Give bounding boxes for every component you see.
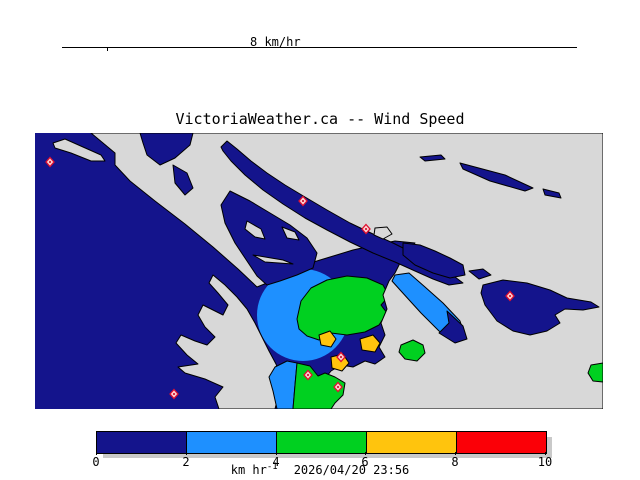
islet-1 [244,220,266,240]
islet-3 [252,254,294,265]
channel-dash-1 [419,154,446,162]
wind-patch-fresh-1 [318,330,337,348]
colorbar-tickmark [276,452,277,455]
colorbar-segment-6-8 [366,432,456,453]
channel-dash-2 [459,162,534,192]
vector-scale-tick [107,48,108,51]
land-main [90,133,603,409]
channel-dash-3 [542,188,562,199]
vector-scale-line [62,47,577,48]
colorbar-tickmark [545,452,546,455]
colorbar-tickmark [455,452,456,455]
colorbar-segment-8-10 [456,432,546,453]
colorbar-segment-0-2 [97,432,186,453]
islet-2 [281,226,300,241]
colorbar-tick-label: 0 [92,455,100,469]
colorbar-tick-label: 4 [272,455,280,469]
colorbar-unit: km hr [230,463,267,477]
channel-blob-1 [402,242,466,279]
colorbar-unit-exponent: -1 [266,462,278,472]
land-peninsula [175,274,282,409]
colorbar-tick-label: 10 [537,455,553,469]
station-marker-dot [365,228,367,230]
colorbar-tick-label: 6 [361,455,369,469]
colorbar-caption: km hr-1 2026/04/20 23:56 [0,462,640,477]
colorbar [96,431,547,454]
wind-patch-fresh-2 [359,334,381,353]
page-title: VictoriaWeather.ca -- Wind Speed [175,110,465,128]
wind-patch-bay-light [268,360,298,409]
channel-fringe [438,310,468,344]
colorbar-tickmark [96,452,97,455]
vector-scale-label: 8 km/hr [250,35,301,49]
channel-inlet-arm [172,164,194,196]
colorbar-segment-4-6 [276,432,366,453]
station-marker-dot [307,374,309,376]
map-image [35,133,603,409]
land-island-topleft [52,138,106,162]
islet-4 [373,226,393,240]
colorbar-tick-label: 2 [182,455,190,469]
wind-patch-right-edge [587,362,603,383]
station-marker-dot [302,200,304,202]
colorbar-tick-label: 8 [451,455,459,469]
station-markers [45,156,515,400]
timestamp: 2026/04/20 23:56 [293,463,410,477]
station-marker-dot [337,386,339,388]
wind-patch-moderate-blob [296,275,390,341]
station-marker-dot [509,295,511,297]
colorbar-tickmark [186,452,187,455]
channel-sliver [468,268,492,280]
colorbar-segment-2-4 [186,432,276,453]
channel-islands-area [220,190,318,286]
colorbar-ticks: 0 2 4 6 8 10 [92,452,552,475]
channel-inlet-top [139,133,194,166]
station-marker-dot [49,161,51,163]
wind-patch-moderate-island [398,339,426,362]
station-marker-dot [173,393,175,395]
wind-speed-map [35,133,603,409]
station-marker-dot [340,356,342,358]
colorbar-tickmark [365,452,366,455]
